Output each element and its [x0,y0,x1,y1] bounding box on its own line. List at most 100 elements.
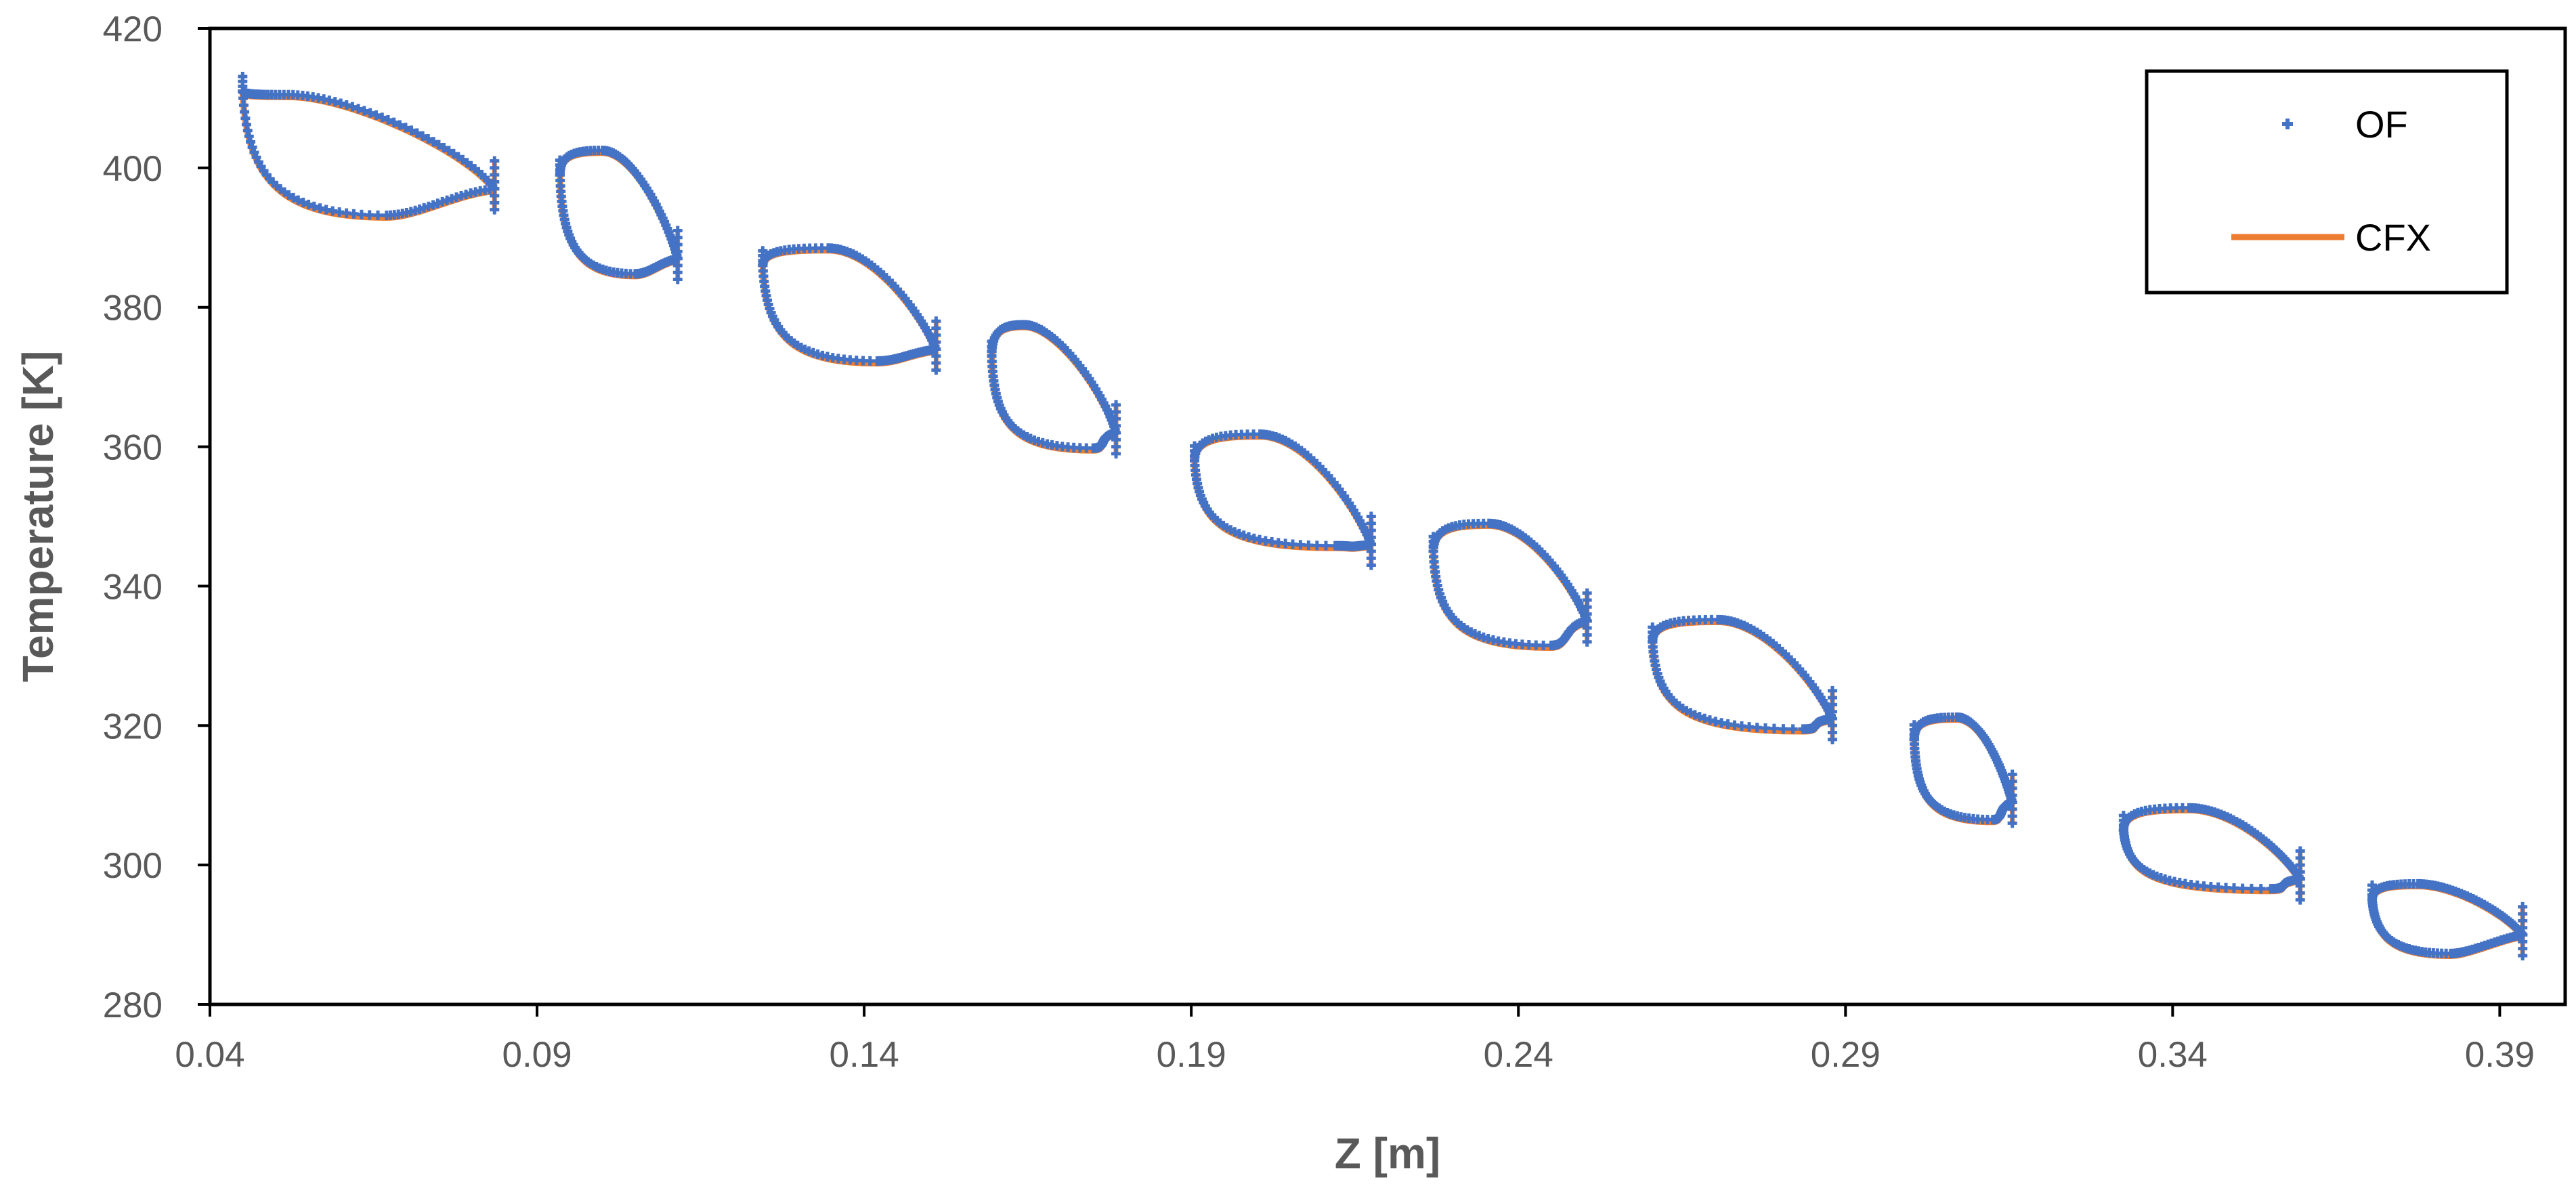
x-tick-label: 0.24 [1484,1035,1553,1075]
blade-profile-4 [987,320,1121,459]
of-point [412,128,422,138]
of-point [2518,901,2528,912]
blade-profile-10 [2367,878,2528,960]
blade-profile-3 [758,243,941,375]
y-tick-label: 360 [103,428,163,468]
of-point [383,114,393,125]
blade-profile-6 [1428,518,1592,652]
legend-box [2145,69,2509,295]
y-tick-label: 280 [103,985,163,1025]
legend-of-marker [2282,119,2293,129]
of-point [359,106,369,116]
x-tick-label: 0.34 [2138,1035,2208,1075]
of-point [1304,540,1314,550]
blade-profile-8 [1909,712,2017,828]
x-tick-label: 0.29 [1811,1035,1881,1075]
legend-cfx-label: CFX [2355,216,2431,259]
plot-frame [208,26,2567,1006]
x-tick-label: 0.09 [502,1035,572,1075]
of-point [293,195,303,205]
of-point [672,226,683,236]
of-point [1190,441,1199,451]
of-point [1312,540,1322,551]
legend-of-label: OF [2355,103,2408,146]
plot-area [208,26,2567,1006]
of-point [395,120,405,130]
of-point [1769,723,1779,734]
of-point [2295,846,2305,856]
blade-profile-7 [1648,614,1837,744]
of-point [1778,724,1788,734]
of-point [423,133,433,144]
of-point [1321,540,1331,551]
of-point [1761,723,1771,733]
of-point [249,147,259,157]
of-point [347,102,358,112]
of-point [341,100,351,110]
of-point [1694,712,1704,722]
of-point [406,125,416,135]
y-tick-label: 340 [103,567,163,607]
of-point [555,155,565,165]
of-point [1648,622,1658,633]
x-tick-label: 0.19 [1157,1035,1226,1075]
of-point [2118,811,2128,821]
blade-profile-9 [2118,803,2305,905]
of-point [1111,400,1121,410]
of-point [1909,720,1919,730]
axis-ticks: 0.04 0.09 0.14 0.19 0.24 0.29 0.34 0.39 280 300 32… [103,9,2535,1075]
of-point [246,137,256,147]
of-point [365,108,375,118]
blade-profile-2 [555,146,683,284]
of-point [931,316,941,326]
of-point [356,209,366,219]
of-point [238,72,248,82]
of-point [377,112,387,123]
y-tick-label: 300 [103,846,163,886]
x-tick-label: 0.14 [830,1035,899,1075]
of-point [429,137,439,147]
of-point [247,142,257,152]
of-point [433,140,444,150]
of-point [2246,883,2256,893]
x-tick-label: 0.39 [2465,1035,2535,1075]
of-point [1582,588,1592,598]
x-axis-title: Z [m] [1335,1129,1440,1178]
of-point [298,197,308,207]
of-point [2367,880,2377,890]
of-point [2007,769,2017,780]
y-tick-label: 380 [103,289,163,328]
of-point [1827,685,1837,696]
y-axis-title: Temperature [K] [14,351,62,683]
of-point [364,210,374,220]
of-point [389,117,399,127]
of-point [1788,724,1798,734]
of-point [2229,883,2239,893]
legend: OF CFX [2145,69,2509,295]
of-point [309,201,319,211]
of-point [371,110,381,120]
of-point [353,104,364,114]
x-tick-label: 0.04 [175,1035,244,1075]
of-point [1366,511,1376,522]
of-point [2256,884,2266,894]
of-point [418,131,428,141]
legend-of-plus [2282,119,2293,129]
of-point [490,156,500,166]
blade-profile-1 [238,72,500,221]
y-tick-label: 400 [103,149,163,189]
of-point [758,246,768,256]
of-point [2221,883,2231,893]
y-tick-label: 320 [103,706,163,746]
of-point [987,337,997,347]
of-point [1428,532,1438,542]
of-point [2237,883,2248,893]
of-point [1752,723,1762,733]
blade-profile-5 [1190,429,1376,570]
of-point [401,123,411,133]
y-tick-label: 420 [103,9,163,49]
of-point [1295,540,1306,550]
of-point [439,143,449,153]
of-point [373,210,383,220]
